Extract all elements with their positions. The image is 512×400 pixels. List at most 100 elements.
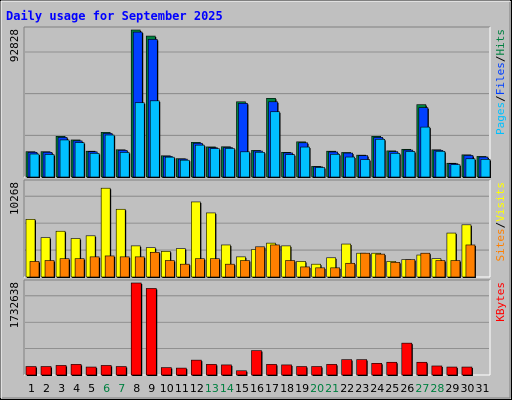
x-tick-label: 13 xyxy=(205,382,219,395)
legend-entry: Pages xyxy=(494,102,507,135)
bar xyxy=(180,159,191,178)
legend-entry: Sites xyxy=(494,228,507,261)
x-tick-label: 9 xyxy=(148,382,155,395)
bar xyxy=(450,164,461,178)
bar xyxy=(240,260,251,278)
bar-fill xyxy=(360,159,371,178)
x-tick-label: 26 xyxy=(400,382,414,395)
x-tick-label: 17 xyxy=(265,382,279,395)
bar xyxy=(345,156,356,178)
series-sites xyxy=(29,244,476,278)
bar-fill xyxy=(191,359,202,376)
x-tick-label: 15 xyxy=(235,382,249,395)
bar xyxy=(240,151,251,178)
bar-fill xyxy=(104,134,115,178)
bar-fill xyxy=(326,364,337,376)
bar-fill xyxy=(29,261,40,278)
bar xyxy=(74,258,86,278)
bar xyxy=(195,258,206,278)
bar xyxy=(390,153,401,178)
bar-fill xyxy=(416,361,428,376)
bar-fill xyxy=(25,366,37,376)
bar xyxy=(435,260,446,278)
x-tick-label: 10 xyxy=(160,382,174,395)
bar xyxy=(160,367,173,376)
bar xyxy=(134,102,146,178)
bar-fill xyxy=(40,366,52,376)
bar-fill xyxy=(431,365,443,376)
bar-fill xyxy=(164,156,175,178)
bar-fill xyxy=(210,258,220,278)
x-tick-label: 6 xyxy=(103,382,110,395)
bar-fill xyxy=(300,266,310,278)
x-tick-label: 20 xyxy=(310,382,324,395)
bar xyxy=(164,260,176,278)
legend-entry: KBytes xyxy=(494,282,507,322)
bar xyxy=(40,366,53,376)
bar-fill xyxy=(341,359,352,376)
x-tick-label: 21 xyxy=(325,382,339,395)
bar-fill xyxy=(375,139,386,178)
bar xyxy=(371,363,383,376)
bar xyxy=(315,167,326,178)
bar xyxy=(180,263,191,278)
bar xyxy=(326,364,338,376)
bar xyxy=(44,154,56,178)
y-max-label: 92828 xyxy=(8,29,21,62)
legend: Sites/Visits xyxy=(494,182,507,262)
bar xyxy=(360,252,371,278)
bar-fill xyxy=(281,364,292,376)
bar-fill xyxy=(225,263,235,278)
bar xyxy=(29,153,40,178)
bar xyxy=(345,262,356,278)
bar xyxy=(255,151,266,178)
bar-fill xyxy=(371,363,383,376)
bar xyxy=(480,159,491,178)
bar-fill xyxy=(74,258,85,278)
bar xyxy=(465,158,476,178)
legend: Pages/Files/Hits xyxy=(494,29,507,135)
x-tick-label: 11 xyxy=(175,382,189,395)
bar xyxy=(149,251,161,278)
bar-fill xyxy=(74,142,85,178)
bar xyxy=(360,159,371,178)
bar xyxy=(85,366,98,376)
bar xyxy=(300,266,311,278)
legend: KBytes xyxy=(494,282,507,322)
bar-fill xyxy=(149,100,160,178)
bar xyxy=(285,154,296,178)
legend-entry: Visits xyxy=(494,182,507,222)
bar-fill xyxy=(345,262,355,278)
bar xyxy=(134,256,146,278)
bar-fill xyxy=(104,255,115,278)
bar-fill xyxy=(315,167,325,178)
panel-mid: 10268 Sites/Visits xyxy=(8,179,507,278)
bar xyxy=(29,261,40,278)
bar-fill xyxy=(285,154,295,178)
bar xyxy=(390,262,401,278)
bar xyxy=(435,151,446,178)
bar-fill xyxy=(145,288,157,376)
x-tick-label: 2 xyxy=(43,382,50,395)
x-tick-label: 19 xyxy=(295,382,309,395)
bar-fill xyxy=(240,260,250,278)
bar xyxy=(311,366,323,376)
bar xyxy=(104,134,116,178)
bar-fill xyxy=(59,258,70,278)
bar-fill xyxy=(130,282,142,376)
bar-fill xyxy=(55,365,67,376)
bar xyxy=(59,258,71,278)
bar-fill xyxy=(70,364,82,376)
x-tick-label: 31 xyxy=(475,382,489,395)
bar-fill xyxy=(240,151,250,178)
bar xyxy=(465,244,476,278)
bar xyxy=(191,359,203,376)
bar xyxy=(100,365,113,376)
bar xyxy=(55,365,68,376)
chart-panels: 92828Pages/Files/Hits10268Sites/Visits17… xyxy=(8,26,507,376)
bar xyxy=(119,256,131,278)
bar xyxy=(266,364,278,376)
bar xyxy=(210,258,221,278)
bar-fill xyxy=(119,152,130,178)
